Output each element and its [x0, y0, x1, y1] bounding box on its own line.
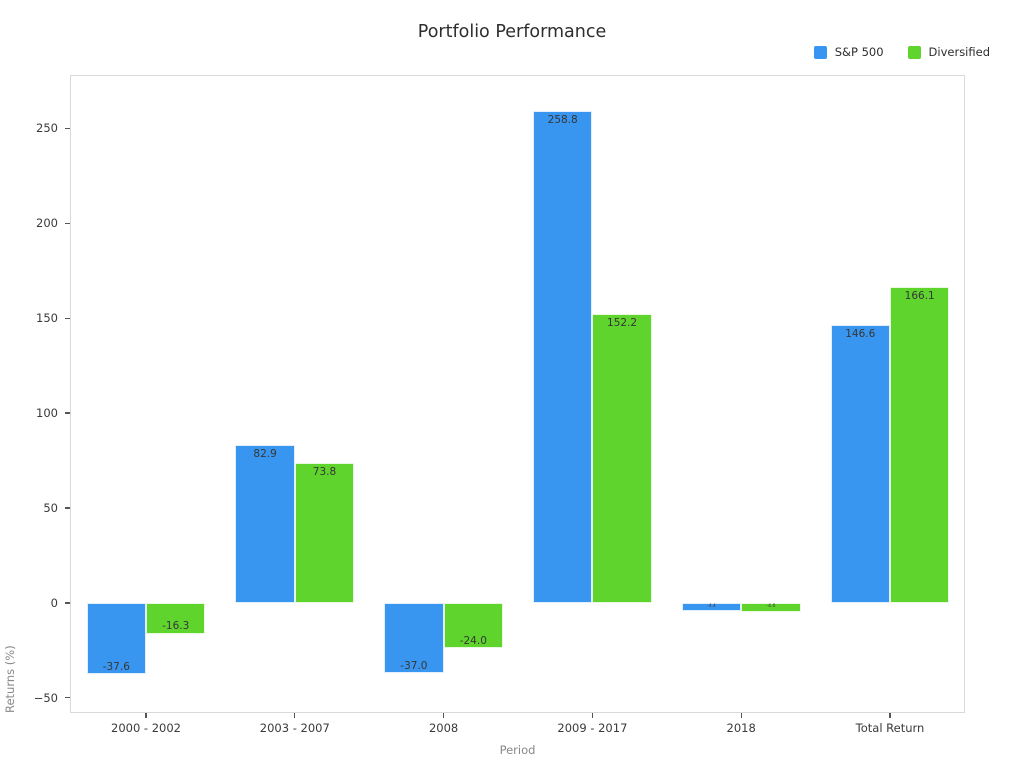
bar-s-p-500-2008: [384, 602, 444, 674]
y-tick-mark: [65, 127, 70, 129]
x-tick-mark: [443, 713, 445, 718]
x-tick-mark: [294, 713, 296, 718]
legend-item-diversified: Diversified: [907, 45, 990, 59]
legend: S&P 500 Diversified: [813, 45, 990, 59]
y-tick-label: 50: [43, 500, 58, 515]
y-tick-mark: [65, 317, 70, 319]
bar-s-p-500-2009-2017: [533, 111, 593, 603]
bar-diversified-2018: [741, 602, 801, 612]
y-tick-mark: [65, 602, 70, 604]
x-tick-label-2000-2002: 2000 - 2002: [111, 721, 181, 735]
chart-title: Portfolio Performance: [417, 22, 607, 42]
legend-swatch-s-p-500: [813, 45, 827, 59]
y-tick-label: 250: [36, 121, 58, 136]
x-axis-title: Period: [499, 743, 536, 757]
x-tick-label-2008: 2008: [428, 721, 459, 735]
x-tick-mark: [740, 713, 742, 718]
x-tick-mark: [591, 713, 593, 718]
legend-item-s-p-500: S&P 500: [813, 45, 884, 59]
bar-diversified-2009-2017: [592, 313, 652, 603]
bar-s-p-500-total-return: [830, 324, 890, 603]
bar-diversified-2003-2007: [294, 462, 355, 603]
bar-diversified-2000-2002: [146, 602, 206, 634]
legend-swatch-diversified: [907, 45, 921, 59]
y-tick-label: 200: [36, 216, 58, 231]
x-tick-mark: [145, 713, 147, 718]
bar-s-p-500-2003-2007: [235, 445, 295, 603]
bar-s-p-500-2018: [681, 602, 742, 612]
legend-label: Diversified: [928, 45, 990, 59]
x-tick-label-2018: 2018: [726, 721, 756, 735]
y-tick-mark: [65, 697, 70, 699]
bar-diversified-total-return: [890, 287, 950, 603]
y-tick-label: 100: [36, 405, 58, 420]
legend-label: S&P 500: [834, 45, 884, 59]
x-tick-label-2009-2017: 2009 - 2017: [557, 721, 628, 735]
y-tick-mark: [65, 507, 70, 509]
y-tick-label: 0: [50, 595, 58, 610]
x-tick-label-total-return: Total Return: [855, 721, 925, 735]
y-tick-mark: [65, 412, 70, 414]
y-tick-label: 150: [36, 311, 58, 326]
y-tick-mark: [65, 222, 70, 224]
bar-s-p-500-2000-2002: [86, 602, 146, 675]
plot-area: [70, 75, 965, 713]
x-tick-mark: [889, 713, 891, 718]
x-tick-label-2003-2007: 2003 - 2007: [259, 721, 330, 735]
bar-diversified-2008: [443, 602, 503, 649]
y-axis-title: Returns (%): [3, 645, 17, 713]
y-tick-label: −50: [33, 690, 58, 705]
